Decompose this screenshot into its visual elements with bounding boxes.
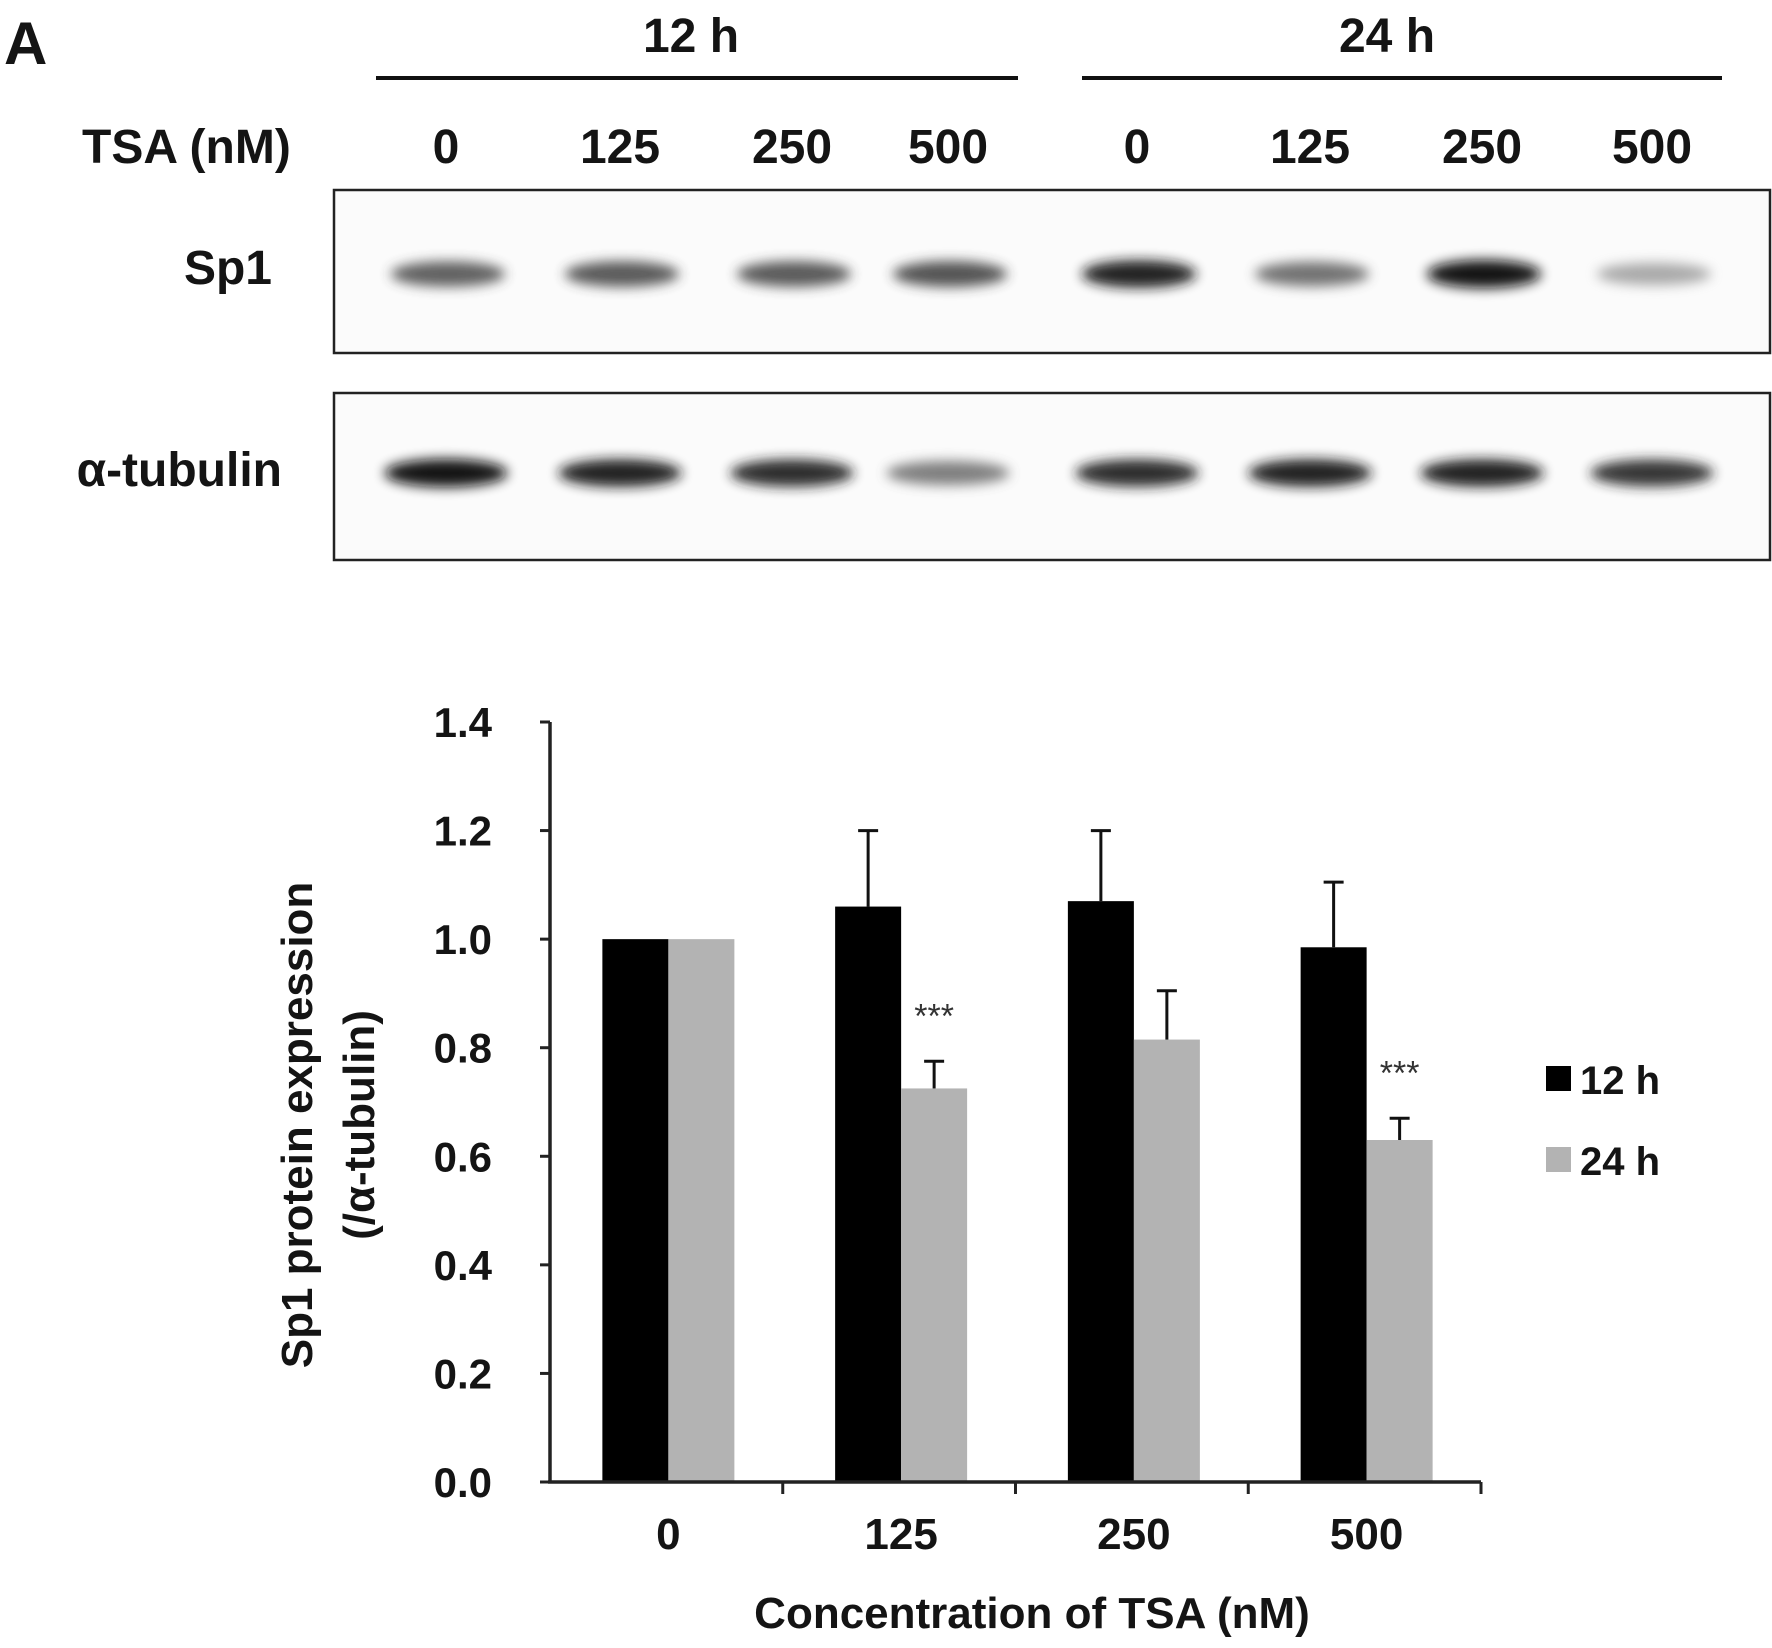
- blot-band: [1075, 459, 1199, 487]
- x-axis-ticks: 0 125 250 500: [656, 1482, 1483, 1559]
- y-axis-title-line2: (/α-tubulin): [335, 1010, 384, 1240]
- y-tick-label: 0.2: [434, 1350, 492, 1397]
- y-tick-label: 1.0: [434, 916, 492, 963]
- legend: 12 h 24 h: [1546, 1059, 1660, 1184]
- treatment-label: TSA (nM): [82, 121, 291, 174]
- blot-row-label-sp1: Sp1: [184, 242, 272, 295]
- bar: [1300, 947, 1367, 1482]
- x-tick-label: 125: [864, 1510, 937, 1559]
- lane-labels: 0 125 250 500 0 125 250 500: [433, 121, 1692, 174]
- blot-frame-sp1: [332, 188, 1772, 355]
- blot-row-label-tubulin: α-tubulin: [77, 444, 282, 497]
- blot-band: [1254, 261, 1370, 287]
- y-tick-label: 0.8: [434, 1025, 492, 1072]
- lane-label: 0: [1124, 121, 1151, 174]
- blot-frame-tubulin: [332, 391, 1772, 562]
- blot-band: [736, 261, 852, 287]
- bar-chart: Sp1 protein expression (/α-tubulin) 0.00…: [273, 699, 1660, 1638]
- blot-band: [1248, 459, 1372, 487]
- blot-band: [886, 460, 1010, 486]
- lane-label: 500: [908, 121, 988, 174]
- bar: [1366, 1140, 1433, 1482]
- bar: [602, 939, 669, 1482]
- panel-label: A: [4, 10, 47, 77]
- legend-swatch: [1546, 1066, 1571, 1091]
- lane-label: 0: [433, 121, 460, 174]
- y-tick-label: 1.2: [434, 808, 492, 855]
- x-axis-title: Concentration of TSA (nM): [754, 1589, 1310, 1638]
- blot-band: [384, 458, 508, 488]
- legend-swatch: [1546, 1147, 1571, 1172]
- bars: *** ***: [602, 829, 1433, 1482]
- blot-band: [1426, 259, 1542, 289]
- time-group-label-24h: 24 h: [1339, 10, 1435, 63]
- bar: [1133, 1039, 1200, 1482]
- bar: [1067, 901, 1134, 1482]
- blot-band: [1081, 260, 1197, 288]
- y-axis-ticks: 0.0 0.2 0.4 0.6 0.8 1.0 1.2 1.4: [434, 699, 550, 1506]
- lane-label: 500: [1612, 121, 1692, 174]
- lane-label: 125: [580, 121, 660, 174]
- lane-label: 250: [752, 121, 832, 174]
- significance-label: ***: [1380, 1054, 1420, 1092]
- y-tick-label: 0.6: [434, 1133, 492, 1180]
- time-group-label-12h: 12 h: [643, 10, 739, 63]
- bands-tubulin: [384, 458, 1714, 488]
- legend-label: 24 h: [1580, 1140, 1660, 1184]
- blot-band: [892, 261, 1008, 287]
- x-tick-label: 250: [1097, 1510, 1170, 1559]
- bar: [901, 1088, 968, 1482]
- blot-band: [558, 459, 682, 487]
- lane-label: 250: [1442, 121, 1522, 174]
- x-tick-label: 0: [656, 1510, 680, 1559]
- blot-band: [390, 261, 506, 287]
- bar: [835, 906, 902, 1482]
- y-axis-title: Sp1 protein expression (/α-tubulin): [273, 882, 384, 1369]
- bands-sp1: [390, 259, 1712, 289]
- x-tick-label: 500: [1330, 1510, 1403, 1559]
- blot-panels: Sp1 α-tubulin: [77, 188, 1772, 562]
- lane-label: 125: [1270, 121, 1350, 174]
- blot-header: 12 h 24 h TSA (nM) 0 125 250 500 0 125 250 500: [82, 10, 1722, 174]
- bar: [668, 939, 735, 1482]
- blot-band: [1420, 459, 1544, 487]
- y-tick-label: 0.4: [434, 1242, 493, 1289]
- y-axis-title-line1: Sp1 protein expression: [273, 882, 322, 1369]
- y-tick-label: 1.4: [434, 699, 493, 746]
- legend-label: 12 h: [1580, 1059, 1660, 1103]
- blot-band: [730, 459, 854, 487]
- blot-band: [564, 261, 680, 287]
- blot-band: [1590, 459, 1714, 487]
- y-tick-label: 0.0: [434, 1459, 492, 1506]
- blot-band: [1596, 262, 1712, 286]
- significance-label: ***: [914, 997, 954, 1035]
